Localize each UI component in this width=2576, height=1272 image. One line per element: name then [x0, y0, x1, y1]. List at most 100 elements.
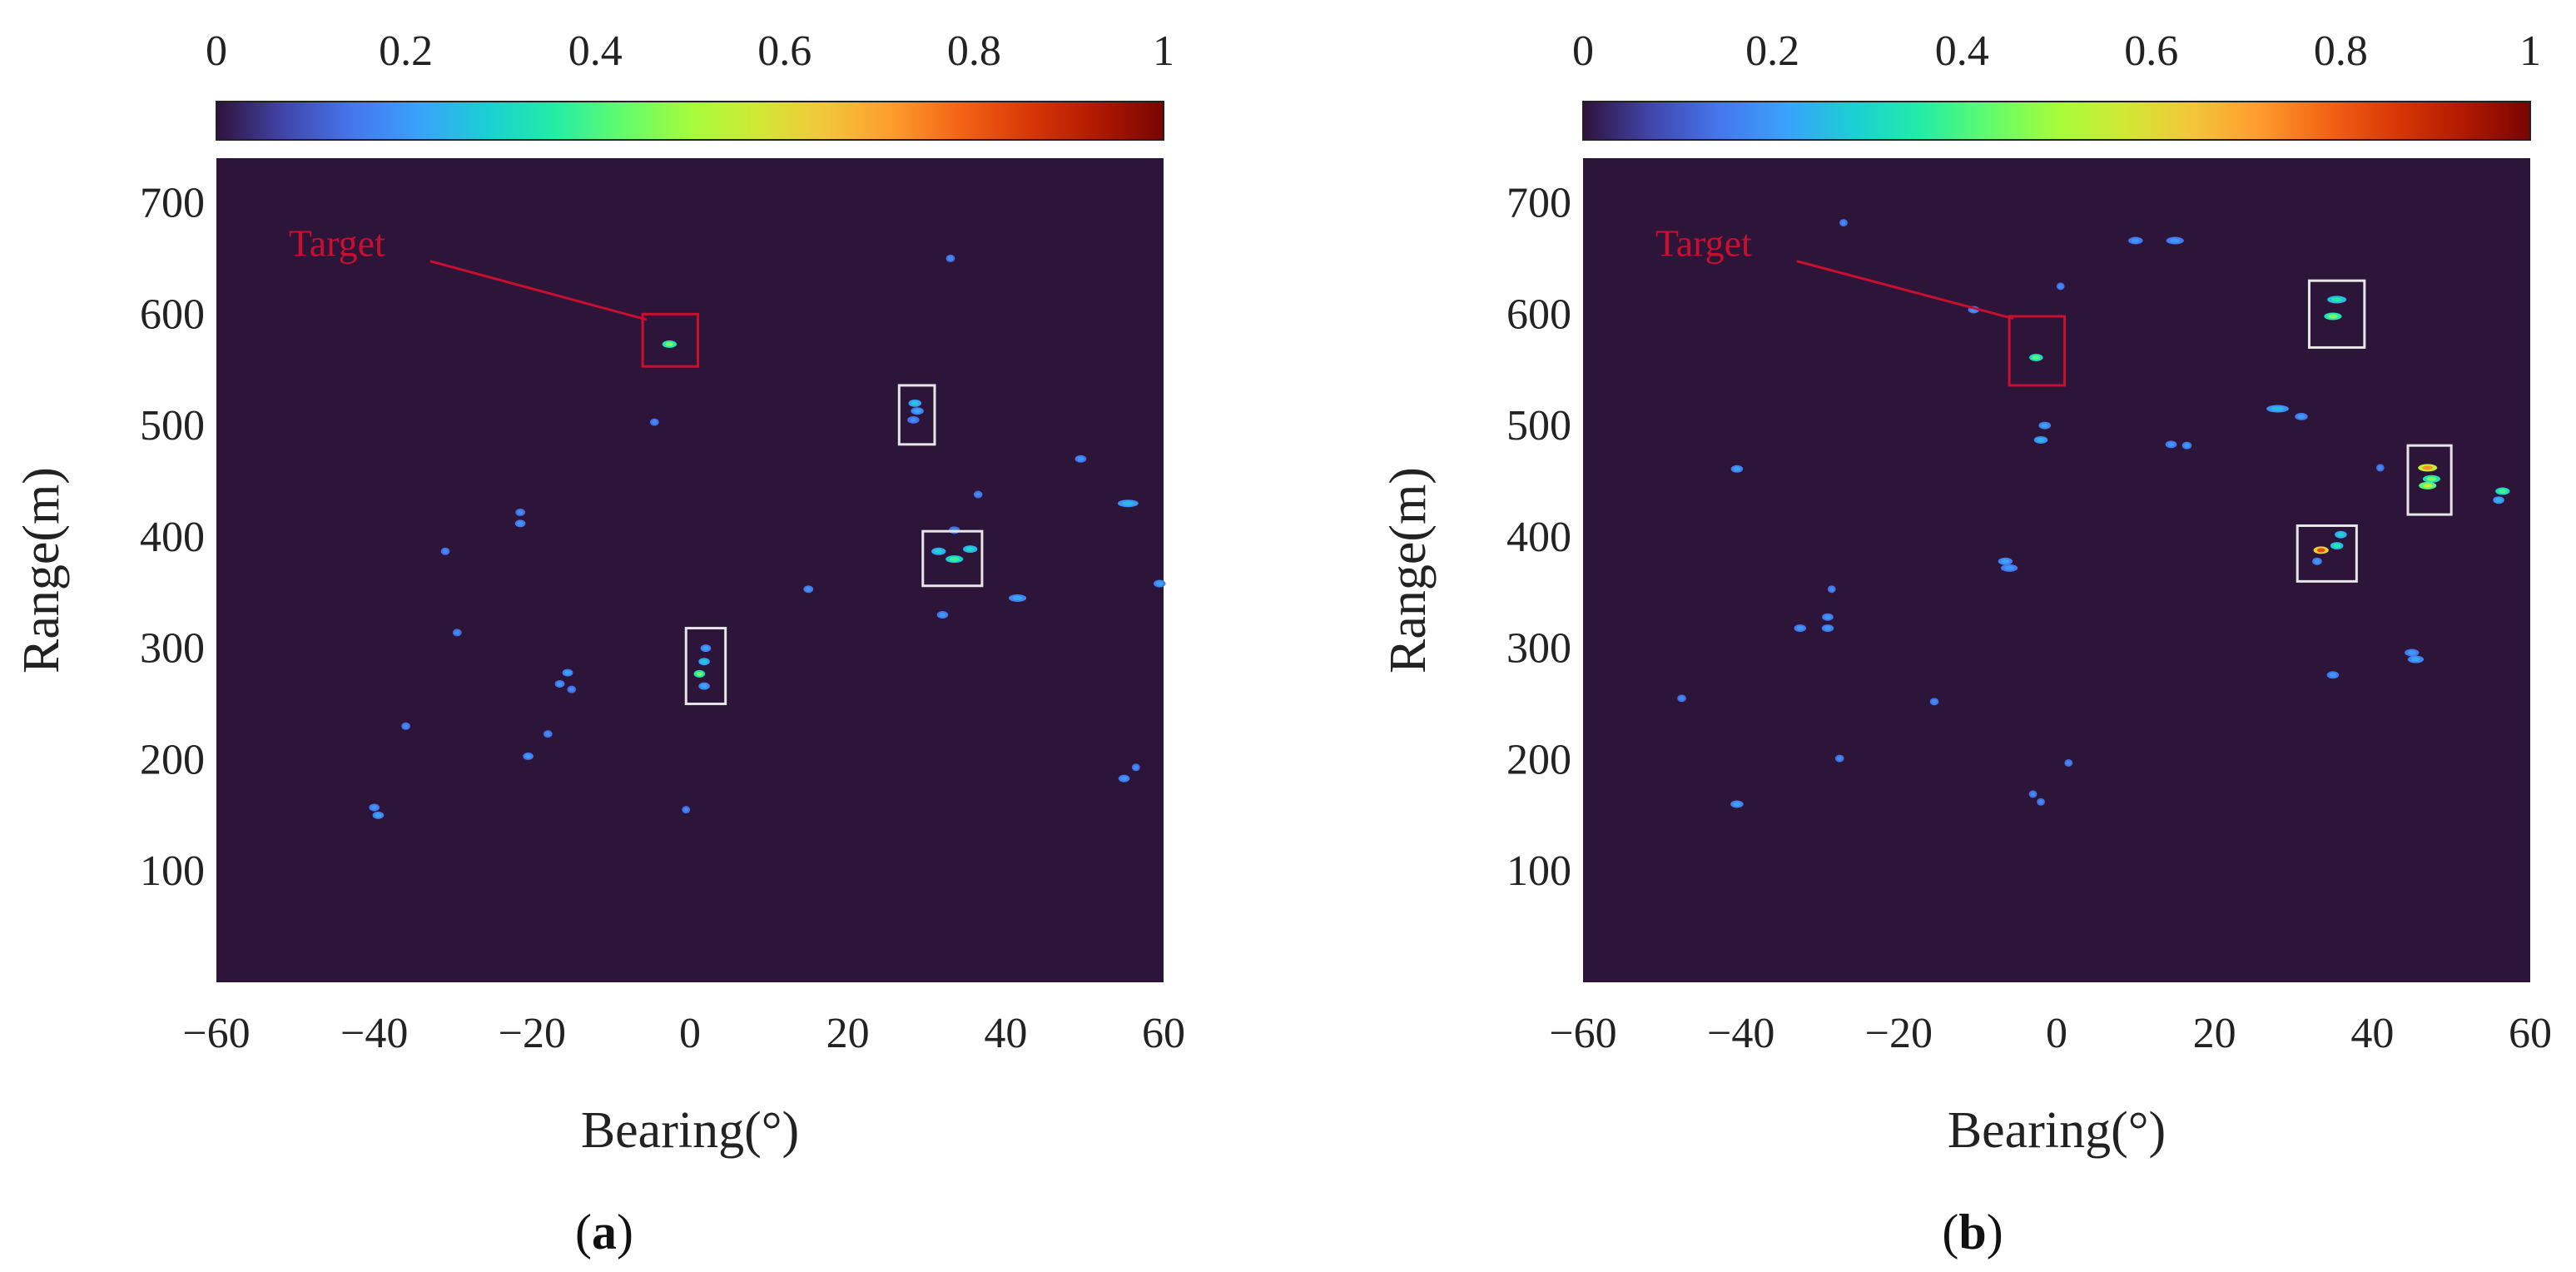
heatmap-blob-core [2170, 238, 2181, 243]
heatmap-blob-core [403, 723, 409, 728]
caption-b: (b) [1942, 1205, 2003, 1260]
heatmap-blob-core [696, 671, 703, 677]
heatmap-blob-core [2426, 476, 2437, 481]
heatmap-blob-core [913, 409, 921, 414]
heatmap-blob-core [934, 549, 943, 554]
heatmap-blob-core [2331, 297, 2343, 302]
x-tick-label: 20 [826, 1010, 870, 1057]
colorbar-tick-label: 0.8 [947, 27, 1001, 75]
colorbar-tick-label: 0.6 [757, 27, 812, 75]
colorbar-tick-label: 0.6 [2124, 27, 2178, 75]
heatmap-blob-core [2066, 760, 2071, 766]
detection-boxes-a [641, 312, 984, 706]
heatmap-blob-core [2378, 465, 2383, 470]
heatmap-blob-core [454, 630, 460, 635]
heatmap-blob-core [371, 805, 378, 810]
x-tick-label: 0 [2046, 1010, 2067, 1057]
heatmap-blob-core [1077, 456, 1085, 461]
x-tick-label: 40 [984, 1010, 1027, 1057]
x-tick-label: 60 [1142, 1010, 1185, 1057]
candidate-box [684, 627, 727, 706]
target-annotation-b: Target [1655, 222, 2014, 320]
caption-b-open: ( [1942, 1205, 1958, 1260]
heatmap-blob-core [557, 681, 563, 687]
heatmap-blob-core [2337, 532, 2345, 537]
caption-b-close: ) [1987, 1205, 2003, 1260]
colorbar-tick-label: 0 [206, 27, 227, 75]
heatmap-blob-core [1733, 466, 1740, 471]
target-annotation-a: Target [289, 222, 648, 321]
caption-a-letter: a [592, 1205, 617, 1260]
heatmap-background-b [1583, 158, 2530, 982]
x-tick-label: −20 [1865, 1010, 1933, 1057]
y-tick-label: 500 [140, 402, 205, 450]
y-axis-label-b: Range(m) [1380, 467, 1437, 673]
heatmap-blob-core [375, 812, 382, 817]
heatmap-blob-core [2316, 548, 2325, 553]
y-tick-label: 400 [140, 514, 205, 561]
y-axis-label-a: Range(m) [13, 467, 70, 673]
colorbar-tick-label: 0.4 [568, 27, 623, 75]
colorbar-b [1582, 101, 2531, 141]
y-tick-label: 700 [140, 180, 205, 227]
target-leader-line [1796, 260, 2014, 320]
heatmap-blob-core [2058, 284, 2063, 289]
heatmap-blob-core [1837, 756, 1843, 761]
caption-a-close: ) [617, 1205, 633, 1260]
heatmap-blob-core [443, 549, 448, 554]
heatmap-blob-core [910, 417, 917, 422]
heatmap-blob-core [806, 587, 812, 592]
colorbar-a [216, 101, 1164, 141]
target-label: Target [1655, 222, 1752, 265]
target-box [641, 312, 699, 368]
x-tick-label: 40 [2350, 1010, 2394, 1057]
heatmap-blob-core [525, 753, 532, 759]
heatmap-blob-core [1122, 501, 1134, 506]
heatmap-blob-core [2495, 498, 2502, 503]
heatmap-blob-core [2407, 650, 2416, 655]
heatmap-blob-core [2422, 483, 2433, 488]
colorbar-tick-label: 1 [2519, 27, 2541, 75]
y-tick-label: 500 [1506, 402, 1571, 450]
heatmap-blob-core [1824, 614, 1831, 619]
x-tick-label: −20 [499, 1010, 566, 1057]
candidate-box [2296, 524, 2358, 583]
heatmap-blob-core [975, 492, 981, 497]
heatmap-blob-core [2037, 437, 2045, 443]
detection-boxes-b [2008, 279, 2453, 583]
x-tick-label: −60 [182, 1010, 250, 1057]
y-tick-label: 700 [1506, 180, 1571, 227]
heatmap-blob-core [1134, 765, 1139, 770]
y-axis-ticks-a: 100 200 300 400 500 600 700 [140, 180, 205, 896]
heatmap-blob-core [1796, 625, 1804, 631]
heatmap-blob-core [665, 341, 674, 347]
heatmap-blob-core [517, 521, 524, 526]
heatmap-blob-core [939, 612, 946, 618]
heatmap-blob-core [2314, 559, 2320, 564]
heatmap-blob-core [2422, 465, 2434, 470]
heatmap-blob-core [2184, 443, 2190, 448]
y-tick-label: 300 [140, 625, 205, 673]
heatmap-blob-core [1829, 587, 1834, 592]
colorbar-ticks-b: 0 0.2 0.4 0.6 0.8 1 [1572, 27, 2541, 75]
y-tick-label: 600 [1506, 291, 1571, 338]
heatmap-blob-core [2271, 406, 2284, 411]
y-tick-label: 200 [1506, 736, 1571, 783]
heatmap-blob-core [683, 807, 688, 812]
heatmap-blob-core [1733, 802, 1741, 807]
x-axis-ticks-b: −60 −40 −20 0 20 40 60 [1549, 1010, 2552, 1057]
heatmap-blob-core [2329, 673, 2336, 678]
heatmap-blob-core [2328, 314, 2338, 319]
colorbar-ticks-a: 0 0.2 0.4 0.6 0.8 1 [206, 27, 1174, 75]
heatmap-cells-b [1677, 219, 2510, 808]
caption-a: (a) [575, 1205, 633, 1260]
caption-b-letter: b [1958, 1205, 1986, 1260]
heatmap-blob-core [1679, 696, 1685, 701]
x-tick-label: −40 [1707, 1010, 1774, 1057]
heatmap-blob-core [965, 546, 975, 552]
heatmap-blob-core [701, 683, 707, 688]
heatmap-blob-core [2004, 565, 2014, 570]
heatmap-blob-core [2030, 792, 2036, 797]
colorbar-tick-label: 0.8 [2314, 27, 2368, 75]
